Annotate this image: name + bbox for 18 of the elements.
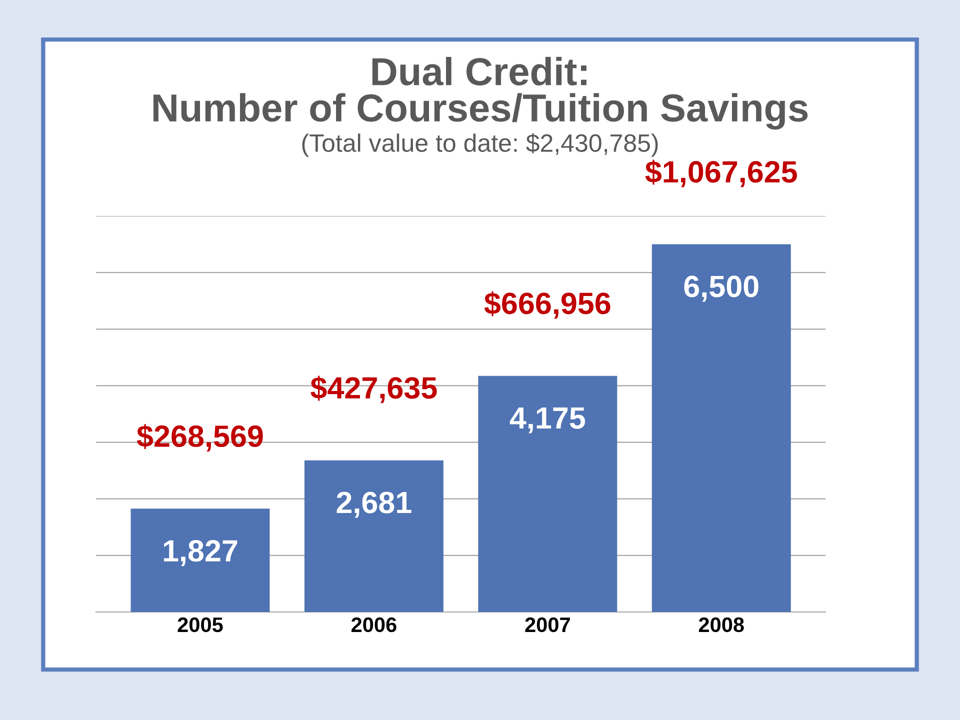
annotation: $268,569: [136, 424, 263, 452]
bar: [652, 244, 791, 612]
annotation: $427,635: [310, 376, 437, 404]
text: $1,067,625: [645, 160, 797, 188]
annotation: $666,956: [484, 291, 610, 319]
chart-subtitle: (Total value to date: $2,430,785): [302, 133, 658, 157]
x-tick-label: 2007: [525, 617, 570, 632]
x-tick-label: 2005: [178, 617, 223, 632]
data-label: 4,175: [510, 407, 586, 434]
data-label: 1,827: [164, 540, 238, 566]
bar: [130, 508, 270, 612]
chart-title: Dual Credit: Number of Courses/Tuition Savings: [153, 56, 808, 130]
bar: [304, 460, 444, 612]
x-tick-label: 2008: [698, 617, 744, 632]
bar: [478, 376, 618, 612]
data-label: 6,500: [684, 276, 758, 302]
x-tick-label: 2006: [351, 617, 396, 632]
data-label: 2,681: [336, 492, 412, 518]
